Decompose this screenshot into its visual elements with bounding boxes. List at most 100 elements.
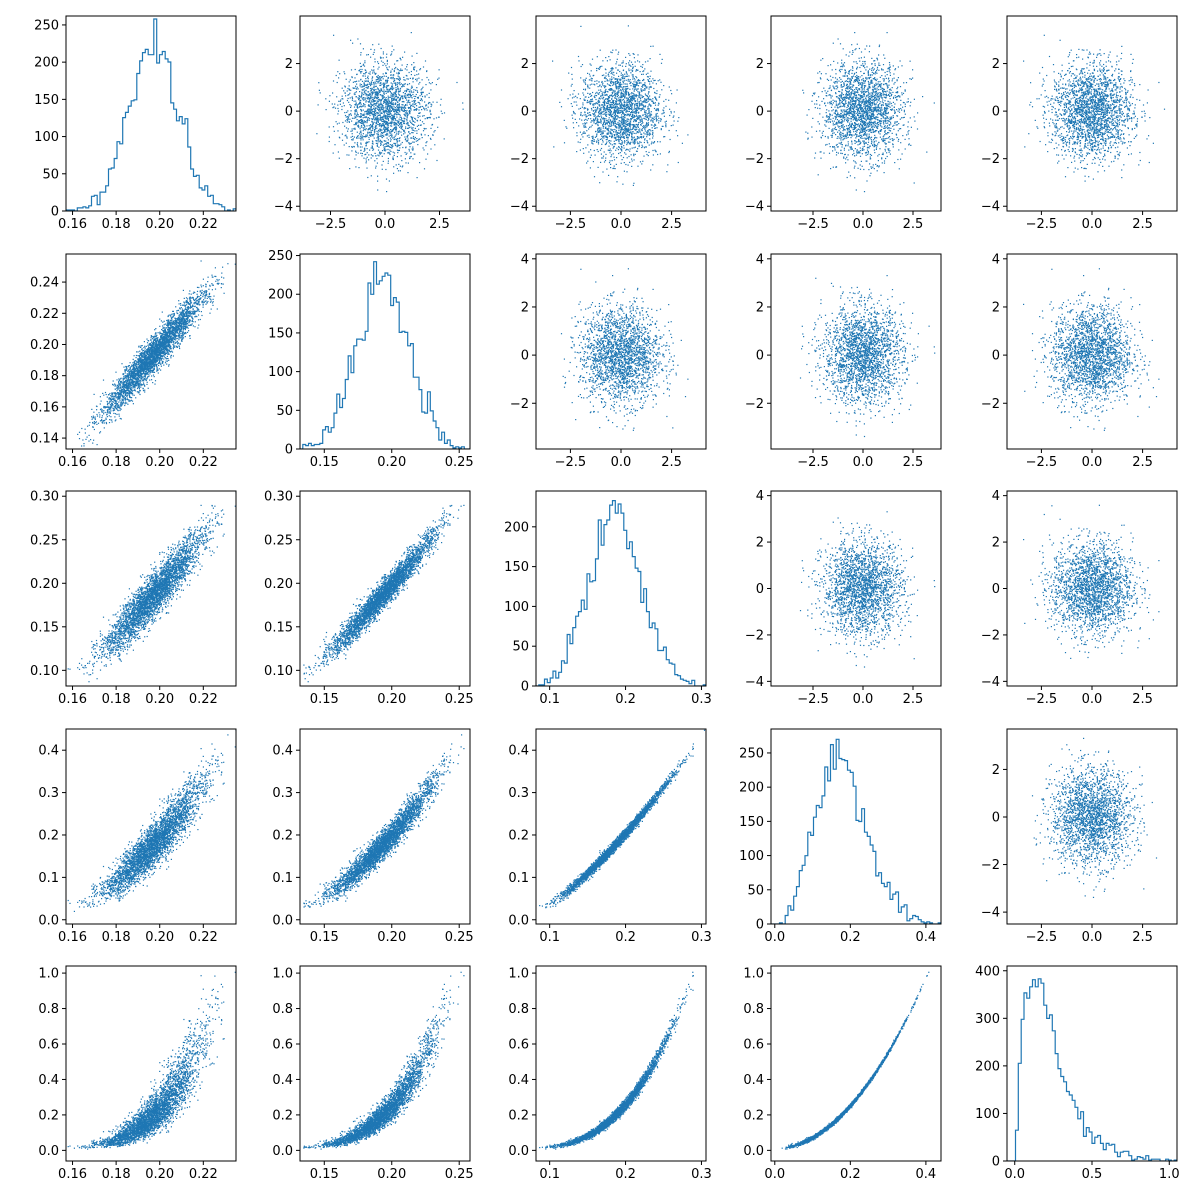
point — [364, 113, 366, 115]
point — [602, 130, 604, 132]
point — [601, 157, 603, 159]
point — [653, 116, 655, 118]
point — [583, 98, 585, 100]
point — [373, 87, 375, 89]
point — [672, 116, 674, 118]
point — [377, 138, 379, 140]
point — [636, 117, 638, 120]
point — [362, 109, 364, 111]
point — [873, 126, 875, 128]
point — [373, 114, 375, 116]
point — [601, 93, 603, 95]
point — [619, 70, 621, 73]
point — [586, 130, 588, 132]
point — [391, 93, 394, 95]
point — [594, 154, 596, 156]
point — [652, 121, 654, 123]
point — [393, 152, 396, 154]
point — [627, 164, 629, 166]
point — [394, 142, 396, 145]
point — [881, 75, 883, 77]
point — [408, 142, 410, 144]
point — [598, 131, 600, 133]
point — [343, 90, 345, 92]
point — [857, 81, 859, 83]
point — [625, 65, 627, 67]
point — [344, 73, 346, 75]
point — [619, 124, 621, 126]
point — [576, 122, 578, 124]
point — [381, 136, 383, 138]
point — [593, 106, 595, 109]
point — [385, 123, 387, 125]
point — [623, 142, 626, 144]
point — [404, 118, 406, 120]
point — [636, 102, 638, 104]
point — [369, 108, 371, 110]
point — [866, 78, 868, 80]
point — [821, 91, 823, 93]
point — [628, 129, 630, 131]
point — [396, 124, 398, 126]
point — [350, 105, 352, 107]
point — [624, 122, 626, 124]
point — [382, 90, 384, 93]
point — [552, 60, 554, 62]
point — [603, 92, 605, 94]
point — [348, 113, 350, 115]
point — [385, 110, 387, 112]
point — [654, 79, 656, 81]
point — [638, 94, 641, 96]
point — [428, 92, 430, 94]
point — [832, 109, 834, 111]
point — [579, 141, 581, 144]
point — [599, 109, 601, 111]
point — [612, 95, 614, 97]
point — [386, 68, 388, 70]
point — [833, 120, 835, 122]
point — [610, 80, 612, 82]
point — [841, 102, 843, 104]
point — [396, 110, 398, 112]
point — [631, 92, 633, 94]
point — [407, 127, 409, 129]
point — [333, 106, 335, 108]
point — [873, 117, 875, 119]
point — [644, 133, 646, 135]
point — [652, 133, 654, 135]
point — [400, 119, 402, 121]
point — [639, 161, 642, 163]
point — [610, 82, 612, 84]
point — [649, 75, 651, 77]
point — [369, 112, 371, 114]
point — [629, 127, 631, 129]
point — [572, 117, 574, 119]
point — [621, 159, 623, 161]
point — [916, 128, 919, 130]
point — [874, 98, 876, 100]
point — [379, 100, 381, 102]
point — [361, 68, 363, 71]
point — [428, 82, 430, 84]
point — [394, 97, 396, 99]
point — [652, 98, 654, 100]
point — [599, 101, 601, 103]
point — [393, 78, 395, 80]
point — [670, 89, 672, 92]
point — [630, 85, 632, 87]
point — [372, 143, 374, 145]
point — [394, 103, 396, 105]
point — [363, 103, 365, 105]
x-tick-label: 0.18 — [102, 217, 131, 232]
point — [634, 153, 636, 155]
point — [635, 112, 637, 114]
point — [631, 96, 633, 98]
point — [606, 119, 608, 121]
point — [634, 79, 636, 81]
point — [382, 96, 384, 98]
point — [623, 123, 625, 125]
point — [653, 87, 655, 90]
point — [631, 105, 633, 107]
point — [658, 103, 660, 105]
point — [384, 82, 386, 84]
